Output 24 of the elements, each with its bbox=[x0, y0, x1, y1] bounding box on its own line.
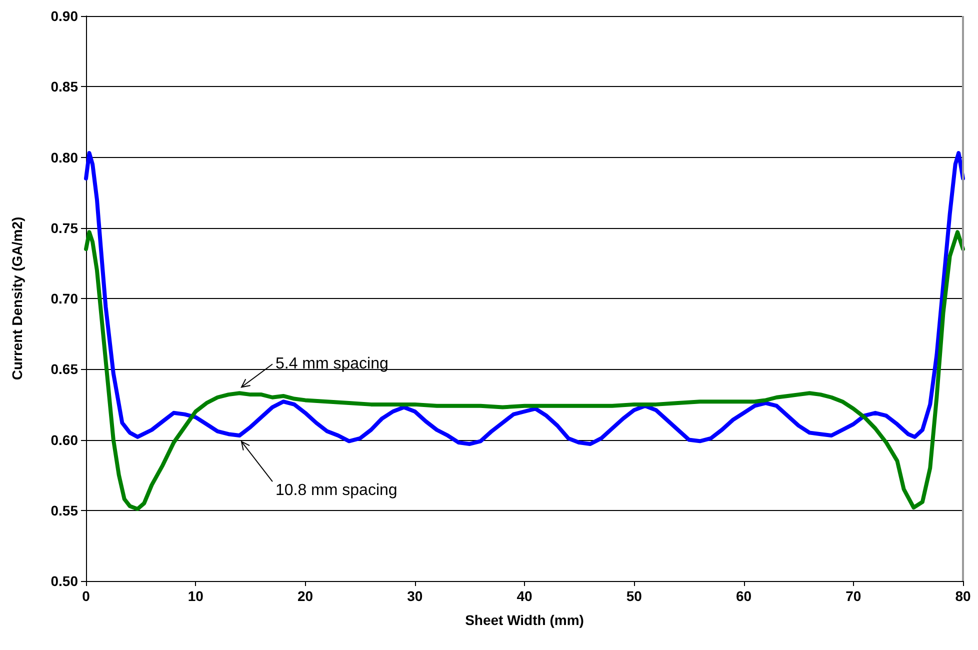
y-tick-label: 0.75 bbox=[50, 220, 78, 236]
annotation: 10.8 mm spacing bbox=[275, 482, 398, 500]
x-tick-label: 80 bbox=[955, 588, 971, 604]
x-tick-label: 50 bbox=[626, 588, 642, 604]
x-tick-label: 0 bbox=[82, 588, 90, 604]
y-tick-label: 0.85 bbox=[50, 78, 78, 95]
annotation: 5.4 mm spacing bbox=[275, 356, 388, 373]
y-tick-label: 0.65 bbox=[50, 361, 78, 378]
x-axis-title: Sheet Width (mm) bbox=[465, 612, 584, 628]
line-series bbox=[84, 230, 965, 511]
y-tick-label: 0.90 bbox=[50, 8, 78, 24]
y-tick-label: 0.80 bbox=[50, 149, 78, 166]
x-tick-label: 20 bbox=[297, 588, 314, 604]
y-tick-label: 0.50 bbox=[50, 573, 78, 589]
x-tick-label: 10 bbox=[188, 588, 204, 604]
y-tick-label: 0.55 bbox=[50, 502, 78, 518]
x-tick-label: 70 bbox=[846, 588, 862, 604]
x-tick-label: 40 bbox=[516, 588, 532, 604]
line-series bbox=[84, 151, 965, 446]
y-tick-label: 0.70 bbox=[50, 290, 78, 306]
x-tick-label: 60 bbox=[736, 588, 752, 604]
y-tick-label: 0.60 bbox=[50, 432, 78, 448]
x-tick-label: 30 bbox=[407, 588, 423, 604]
y-axis-title: Current Density (GA/m2) bbox=[9, 216, 25, 380]
